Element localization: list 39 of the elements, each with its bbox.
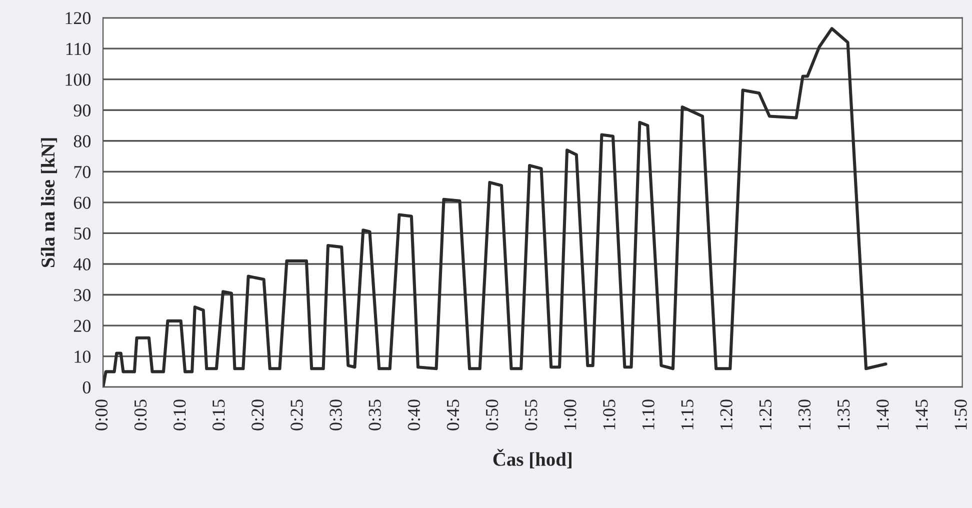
- y-tick-label: 110: [66, 42, 91, 55]
- y-tick-label: 0: [82, 381, 91, 394]
- x-tick-label: 0:20: [252, 400, 264, 430]
- x-tick-label: 0:05: [134, 400, 147, 430]
- y-tick-label: 70: [74, 166, 91, 178]
- y-tick-label: 40: [74, 258, 91, 270]
- x-tick-label: 1:25: [759, 400, 772, 430]
- x-tick-label: 1:15: [681, 400, 694, 430]
- x-tick-label: 1:50: [954, 400, 967, 430]
- x-tick-label: 0:30: [330, 400, 342, 430]
- x-tick-label: 0:55: [525, 400, 538, 430]
- x-tick-label: 0:00: [95, 400, 108, 430]
- y-tick-label: 30: [74, 289, 91, 302]
- y-tick-label: 50: [74, 227, 91, 240]
- line-series: [103, 27, 888, 388]
- x-tick-label: 1:05: [603, 400, 616, 430]
- y-tick-label: 60: [74, 196, 91, 209]
- y-axis-title: Síla na lise [kN]: [40, 138, 58, 268]
- x-tick-label: 1:00: [564, 400, 576, 430]
- y-tick-label: 80: [74, 135, 91, 148]
- x-tick-label: 1:20: [720, 400, 733, 430]
- y-tick-label: 20: [74, 320, 91, 332]
- x-tick-label: 0:15: [212, 400, 225, 430]
- x-axis-title: Čas [hod]: [493, 448, 572, 468]
- x-tick-label: 0:50: [486, 400, 498, 430]
- x-tick-label: 1:30: [798, 400, 811, 430]
- x-tick-label: 1:35: [837, 400, 850, 430]
- y-tick-label: 100: [66, 74, 91, 86]
- y-tick-label: 120: [66, 12, 91, 24]
- x-tick-label: 1:40: [876, 400, 889, 430]
- x-tick-label: 0:45: [446, 400, 460, 430]
- x-tick-label: 0:10: [173, 400, 186, 430]
- x-tick-label: 1:45: [916, 400, 928, 430]
- x-tick-label: 1:10: [642, 400, 654, 430]
- x-tick-label: 0:40: [408, 400, 420, 430]
- y-tick-label: 10: [74, 350, 91, 363]
- y-tick-label: 90: [74, 104, 91, 117]
- x-tick-label: 0:35: [368, 400, 382, 430]
- x-tick-label: 0:25: [290, 400, 303, 430]
